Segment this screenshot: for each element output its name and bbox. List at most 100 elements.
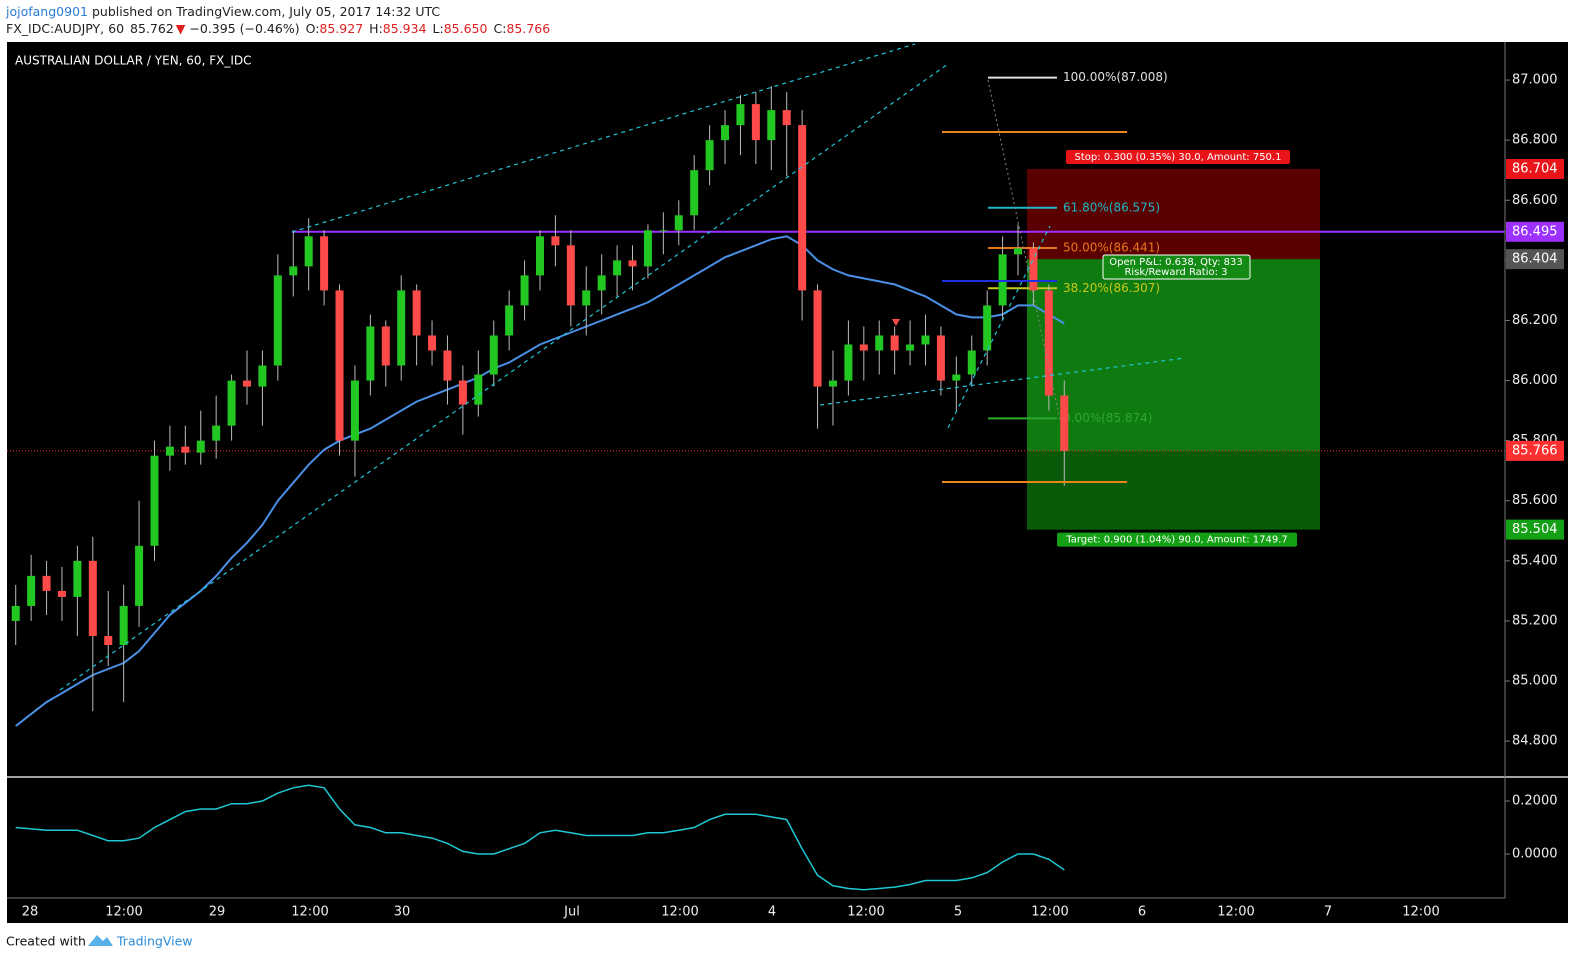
candle-body — [597, 275, 606, 291]
price-marker-box — [1506, 221, 1564, 242]
candle-body — [227, 380, 236, 426]
candle-body — [366, 326, 375, 381]
candle-body — [443, 350, 452, 381]
candle-body — [57, 590, 66, 597]
candle-body — [181, 446, 190, 453]
candle-body — [566, 245, 575, 306]
logo — [88, 935, 113, 946]
candle-body — [397, 290, 406, 366]
oscillator — [15, 784, 1065, 891]
candle-body — [551, 236, 560, 246]
stop-label: Stop: 0.300 (0.35%) 30.0, Amount: 750.1 — [1075, 152, 1282, 163]
candle-body — [304, 236, 313, 267]
x-tick-label: 12:00 — [291, 905, 328, 920]
candle-body — [289, 266, 298, 276]
candle-body — [767, 110, 776, 141]
price-marker-label: 86.404 — [1512, 252, 1558, 267]
open: 85.927 — [319, 21, 363, 36]
candle-body — [582, 290, 591, 306]
price-marker-label: 86.704 — [1512, 162, 1558, 177]
price-marker-box — [1506, 440, 1564, 461]
price: 85.762 — [130, 21, 174, 36]
candle-body — [890, 335, 899, 351]
price-marker-label: 85.766 — [1512, 443, 1558, 458]
candle-body — [458, 380, 467, 405]
change: −0.395 (−0.46%) — [189, 21, 299, 36]
user[interactable]: jojofang0901 — [5, 4, 88, 19]
candle-body — [875, 335, 884, 351]
pnl-label-box — [1102, 254, 1251, 280]
candle-body — [751, 104, 760, 141]
h-label: H: — [369, 21, 383, 36]
candle-body — [1060, 395, 1069, 451]
candle-body — [535, 236, 544, 276]
header-line1: jojofang0901 published on TradingView.co… — [5, 4, 440, 19]
price-marker-label: 85.504 — [1512, 522, 1558, 537]
x-tick-label: 5 — [954, 905, 962, 920]
c-label: C: — [493, 21, 506, 36]
l-label: L: — [433, 21, 444, 36]
candle-body — [381, 326, 390, 366]
candle-body — [273, 275, 282, 366]
y-tick-label: 86.800 — [1512, 133, 1558, 148]
candle-body — [104, 635, 113, 645]
x-tick-label: 12:00 — [105, 905, 142, 920]
marker — [892, 319, 900, 326]
moving-average — [15, 235, 1065, 727]
fib-label: 100.00%(87.008) — [1063, 70, 1168, 84]
plot: 87.00086.80086.60086.40086.20086.00085.8… — [7, 70, 1564, 920]
low: 85.650 — [444, 21, 488, 36]
candle-body — [798, 125, 807, 291]
x-tick-label: 30 — [394, 905, 411, 920]
y-tick-label: 85.200 — [1512, 613, 1558, 628]
x-tick-label: 29 — [209, 905, 226, 920]
rr-label: Risk/Reward Ratio: 3 — [1124, 267, 1227, 278]
candle-body — [659, 230, 668, 232]
o-label: O: — [306, 21, 320, 36]
candle-body — [119, 605, 128, 645]
x-tick-label: Jul — [563, 905, 580, 920]
fib-label: 50.00%(86.441) — [1063, 241, 1160, 255]
candle-body — [921, 335, 930, 345]
candle-body — [350, 380, 359, 441]
candle-body — [428, 335, 437, 351]
symbol: FX_IDC:AUDJPY, 60 — [6, 21, 124, 36]
fib-label: 0.00%(85.874) — [1063, 411, 1152, 425]
candle-body — [165, 446, 174, 456]
candle-body — [1029, 248, 1038, 291]
candle-body — [936, 335, 945, 381]
candle-body — [844, 344, 853, 381]
target-remaining — [1027, 450, 1320, 530]
y-tick-label: 87.000 — [1512, 73, 1558, 88]
osc-tick-label: 0.2000 — [1512, 794, 1558, 809]
candle-body — [320, 236, 329, 291]
candle-body — [212, 425, 221, 441]
candle-body — [196, 440, 205, 453]
y-tick-label: 86.200 — [1512, 313, 1558, 328]
footer-created: Created with — [6, 934, 86, 949]
candle-body — [150, 455, 159, 546]
candle-body — [782, 110, 791, 126]
trendlines — [59, 43, 1186, 691]
candle-body — [1044, 290, 1053, 396]
close: 85.766 — [506, 21, 550, 36]
candle-body — [906, 344, 915, 351]
candle-body — [828, 380, 837, 387]
candle-body — [474, 374, 483, 405]
y-tick-label: 85.400 — [1512, 553, 1558, 568]
osc-tick-label: 0.0000 — [1512, 847, 1558, 862]
footer-brand[interactable]: TradingView — [116, 934, 193, 949]
candle-body — [11, 605, 20, 621]
target-label-box — [1057, 532, 1297, 547]
candle-body — [705, 140, 714, 171]
arrow: ▼ — [176, 21, 186, 36]
y-tick-label: 85.600 — [1512, 493, 1558, 508]
price-marker-box — [1506, 519, 1564, 540]
y-tick-label: 85.000 — [1512, 674, 1558, 689]
candle-body — [42, 575, 51, 591]
candle-body — [258, 365, 267, 387]
y-tick-label: 86.600 — [1512, 193, 1558, 208]
y-tick-label: 86.000 — [1512, 373, 1558, 388]
candle-body — [520, 275, 529, 306]
